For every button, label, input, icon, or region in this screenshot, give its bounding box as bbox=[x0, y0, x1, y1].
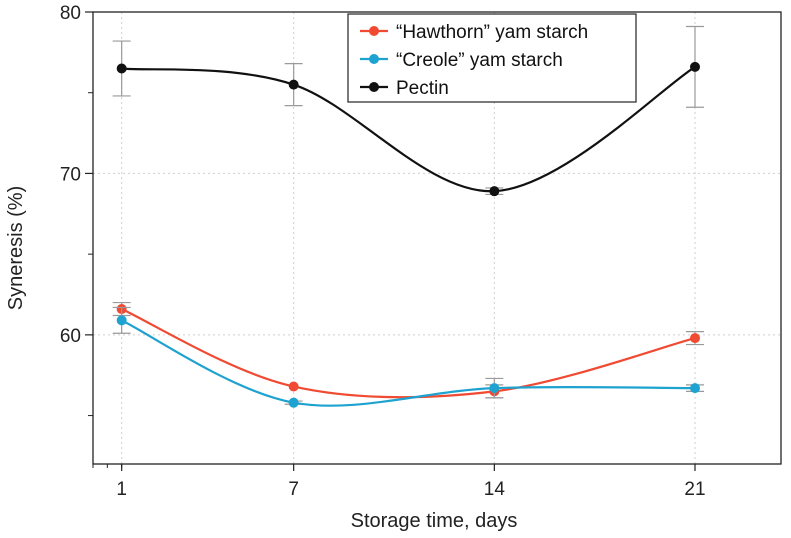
data-point bbox=[116, 63, 127, 74]
data-point bbox=[116, 315, 127, 326]
x-tick-label: 7 bbox=[288, 479, 299, 500]
legend-label: “Hawthorn” yam starch bbox=[396, 22, 588, 43]
y-tick-label: 70 bbox=[60, 164, 81, 185]
data-point bbox=[288, 397, 299, 408]
legend-marker bbox=[369, 54, 379, 64]
legend-marker bbox=[369, 26, 379, 36]
y-tick-label: 60 bbox=[60, 326, 81, 347]
series-line bbox=[121, 308, 696, 399]
legend-label: “Creole” yam starch bbox=[396, 50, 563, 71]
series-line bbox=[121, 319, 696, 407]
series-1 bbox=[112, 301, 704, 399]
series-3 bbox=[112, 25, 704, 197]
data-point bbox=[690, 61, 700, 72]
legend-label: Pectin bbox=[396, 78, 449, 99]
legend: “Hawthorn” yam starch “Creole” yam starch… bbox=[347, 13, 637, 103]
legend-marker bbox=[369, 82, 379, 92]
y-axis-title: Syneresis (%) bbox=[5, 186, 27, 310]
data-point bbox=[690, 333, 700, 344]
data-point bbox=[489, 383, 500, 394]
data-point bbox=[288, 381, 299, 392]
plot-frame bbox=[92, 11, 782, 465]
series-line bbox=[121, 65, 696, 193]
series-2 bbox=[112, 306, 704, 408]
x-tick-label: 1 bbox=[116, 479, 127, 500]
axes: 1 7 14 21 60 70 80 bbox=[60, 3, 782, 500]
x-tick-label: 14 bbox=[484, 479, 506, 500]
x-tick-label: 21 bbox=[684, 479, 705, 500]
legend-box bbox=[347, 13, 637, 103]
data-point bbox=[288, 79, 299, 90]
data-point bbox=[489, 186, 500, 197]
data-point bbox=[690, 383, 700, 394]
x-axis-title: Storage time, days bbox=[351, 510, 518, 532]
y-tick-label: 80 bbox=[60, 3, 81, 24]
series-layer bbox=[112, 25, 704, 408]
